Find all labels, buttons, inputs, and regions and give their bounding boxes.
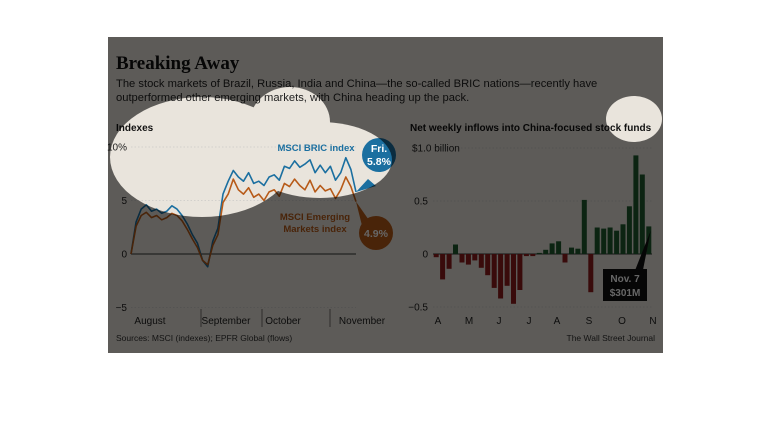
flow-bar xyxy=(626,206,632,254)
em-series-label-line1: MSCI Emerging xyxy=(280,212,350,223)
flow-bar xyxy=(498,254,504,299)
x-tick-label: J xyxy=(527,316,532,327)
flow-bar xyxy=(517,254,523,290)
y-tick-label: $1.0 billion xyxy=(412,144,460,155)
flow-bar xyxy=(633,155,639,254)
flow-bar xyxy=(588,254,594,293)
y-tick-label: −0.5 xyxy=(408,303,428,314)
flow-bar xyxy=(491,254,497,288)
em-callout-value: 4.9% xyxy=(364,228,389,240)
flow-bar xyxy=(601,228,607,254)
flow-bar xyxy=(504,254,510,286)
flow-bar xyxy=(440,254,446,280)
chart-graphic: Breaking Away The stock markets of Brazi… xyxy=(107,37,663,353)
flow-callout-label: Nov. 7 xyxy=(610,274,640,285)
em-series-label-line2: Markets index xyxy=(283,224,347,235)
x-tick-label: August xyxy=(134,316,165,327)
x-tick-label: O xyxy=(618,316,626,327)
y-tick-label: 0.5 xyxy=(414,197,428,208)
x-tick-label: September xyxy=(202,316,252,327)
flow-bar xyxy=(556,241,562,254)
flow-bar xyxy=(511,254,516,304)
charts-svg: 10% 5 0 −5 August September October November MSC… xyxy=(107,138,657,327)
flow-bar xyxy=(620,224,626,254)
flow-bar xyxy=(562,254,568,263)
bric-callout-value: 5.8% xyxy=(367,156,392,168)
flow-bar xyxy=(446,254,452,269)
x-tick-label: November xyxy=(339,316,386,327)
flow-bar xyxy=(485,254,491,276)
flow-bar xyxy=(433,254,439,258)
flow-bar xyxy=(594,227,600,254)
x-tick-label: S xyxy=(586,316,593,327)
y-tick-label: 5 xyxy=(121,196,127,207)
flow-bar xyxy=(569,247,574,254)
flow-bar xyxy=(530,254,536,257)
flow-bar xyxy=(549,243,555,254)
y-tick-label: 10% xyxy=(107,143,127,154)
x-tick-label: A xyxy=(554,316,561,327)
flow-bar xyxy=(478,254,484,268)
x-tick-label: J xyxy=(497,316,502,327)
bric-callout-label: Fri. xyxy=(371,143,387,155)
flow-bar xyxy=(453,244,458,254)
bric-callout-pointer xyxy=(356,178,376,192)
x-tick-label: A xyxy=(435,316,442,327)
flow-bar xyxy=(607,227,613,254)
flow-bar xyxy=(614,230,620,254)
flow-bar xyxy=(523,254,529,257)
x-tick-label: M xyxy=(465,316,473,327)
flow-bar xyxy=(639,174,645,254)
y-tick-label: 0 xyxy=(121,250,127,261)
x-tick-label: N xyxy=(649,316,656,327)
flow-callout-value: $301M xyxy=(610,288,641,299)
flow-bar xyxy=(543,249,549,254)
flow-bar xyxy=(459,254,465,263)
flow-bar xyxy=(536,252,542,254)
flow-bar xyxy=(472,254,478,261)
flow-bar xyxy=(575,248,581,254)
flow-bar xyxy=(581,199,587,254)
y-tick-label: −5 xyxy=(116,303,128,314)
x-tick-label: October xyxy=(265,316,301,327)
y-tick-label: 0 xyxy=(422,250,428,261)
bric-series-label: MSCI BRIC index xyxy=(277,143,355,154)
flow-bar xyxy=(465,254,471,265)
